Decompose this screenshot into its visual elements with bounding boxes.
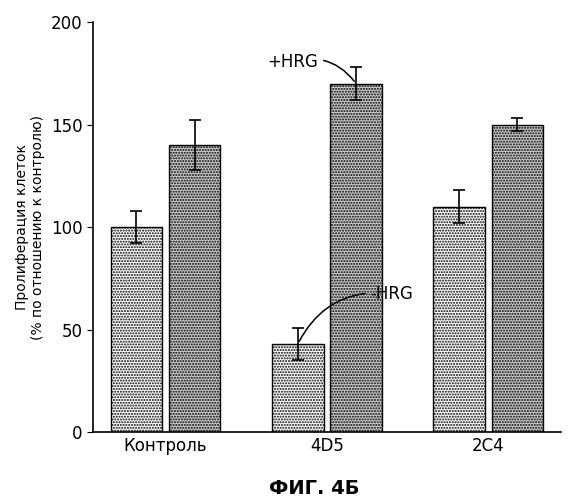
Bar bbox=[330, 84, 382, 432]
Bar bbox=[491, 124, 543, 432]
Y-axis label: Пролиферация клеток
(% по отношению к контролю): Пролиферация клеток (% по отношению к ко… bbox=[15, 114, 45, 340]
Text: ФИГ. 4Б: ФИГ. 4Б bbox=[268, 478, 359, 498]
Bar bbox=[434, 206, 485, 432]
Text: +HRG: +HRG bbox=[267, 53, 354, 82]
Bar bbox=[111, 227, 162, 432]
Bar bbox=[272, 344, 324, 432]
Bar bbox=[169, 145, 221, 432]
Text: -HRG: -HRG bbox=[299, 285, 414, 342]
